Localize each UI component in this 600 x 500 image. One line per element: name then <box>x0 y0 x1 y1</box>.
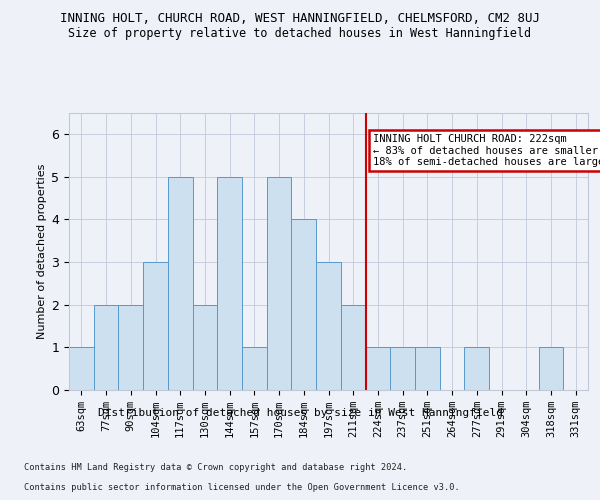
Text: Distribution of detached houses by size in West Hanningfield: Distribution of detached houses by size … <box>97 408 503 418</box>
Bar <box>242 348 267 390</box>
Bar <box>341 304 365 390</box>
Bar <box>316 262 341 390</box>
Text: Contains public sector information licensed under the Open Government Licence v3: Contains public sector information licen… <box>24 484 460 492</box>
Text: INNING HOLT, CHURCH ROAD, WEST HANNINGFIELD, CHELMSFORD, CM2 8UJ: INNING HOLT, CHURCH ROAD, WEST HANNINGFI… <box>60 12 540 26</box>
Bar <box>143 262 168 390</box>
Text: INNING HOLT CHURCH ROAD: 222sqm
← 83% of detached houses are smaller (33)
18% of: INNING HOLT CHURCH ROAD: 222sqm ← 83% of… <box>373 134 600 167</box>
Text: Contains HM Land Registry data © Crown copyright and database right 2024.: Contains HM Land Registry data © Crown c… <box>24 464 407 472</box>
Bar <box>390 348 415 390</box>
Text: Size of property relative to detached houses in West Hanningfield: Size of property relative to detached ho… <box>68 28 532 40</box>
Bar <box>267 176 292 390</box>
Bar <box>539 348 563 390</box>
Bar <box>217 176 242 390</box>
Bar <box>193 304 217 390</box>
Y-axis label: Number of detached properties: Number of detached properties <box>37 164 47 339</box>
Bar <box>415 348 440 390</box>
Bar <box>94 304 118 390</box>
Bar <box>292 219 316 390</box>
Bar <box>69 348 94 390</box>
Bar <box>168 176 193 390</box>
Bar <box>118 304 143 390</box>
Bar <box>464 348 489 390</box>
Bar <box>365 348 390 390</box>
